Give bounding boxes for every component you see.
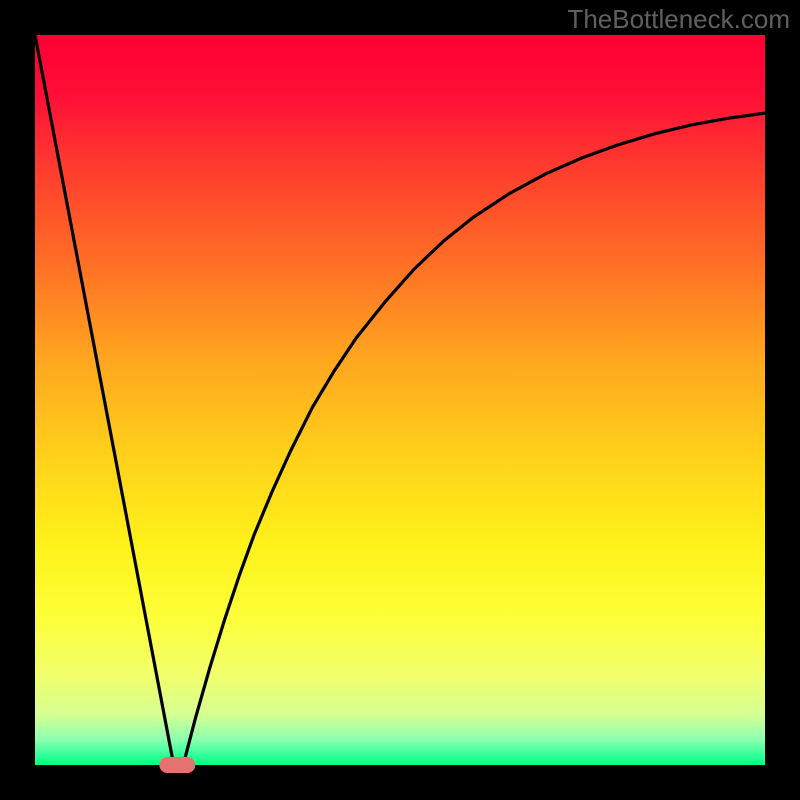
plot-background (35, 35, 765, 765)
watermark-text: TheBottleneck.com (567, 4, 790, 35)
chart-container: { "watermark": { "text": "TheBottleneck.… (0, 0, 800, 800)
bottleneck-chart (0, 0, 800, 800)
optimal-marker (159, 757, 195, 773)
